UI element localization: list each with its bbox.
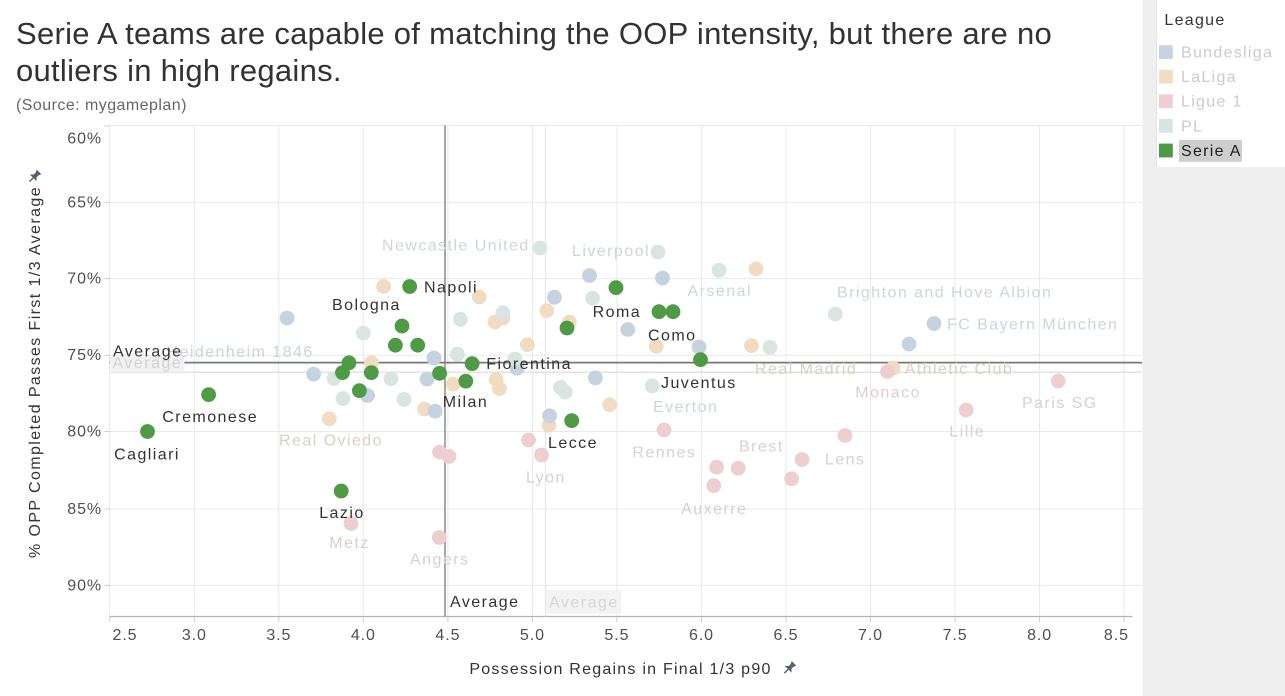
svg-text:Serie A teams are capable of m: Serie A teams are capable of matching th… [16, 16, 1052, 51]
svg-text:(Source: mygameplan): (Source: mygameplan) [16, 97, 187, 114]
svg-text:Napoli: Napoli [424, 280, 478, 297]
svg-text:League: League [1164, 12, 1225, 29]
svg-text:Auxerre: Auxerre [681, 501, 747, 518]
svg-text:75%: 75% [67, 347, 102, 364]
svg-text:Average: Average [113, 355, 183, 372]
svg-text:% OPP Completed Passes First 1: % OPP Completed Passes First 1/3 Average [27, 186, 44, 558]
svg-text:Liverpool: Liverpool [572, 243, 650, 260]
svg-text:5.0: 5.0 [520, 627, 545, 644]
svg-text:FC Bayern München: FC Bayern München [947, 317, 1118, 334]
svg-text:Brest: Brest [739, 439, 784, 456]
svg-text:Rennes: Rennes [632, 445, 696, 462]
svg-text:Lyon: Lyon [526, 470, 566, 487]
svg-text:Real Madrid: Real Madrid [755, 361, 857, 378]
svg-text:85%: 85% [67, 501, 102, 518]
svg-text:60%: 60% [67, 130, 102, 147]
svg-text:Average: Average [549, 595, 619, 612]
svg-text:Milan: Milan [443, 394, 488, 411]
svg-text:Lazio: Lazio [319, 505, 365, 522]
svg-text:outliers in high regains.: outliers in high regains. [16, 53, 342, 88]
svg-text:Brighton and Hove Albion: Brighton and Hove Albion [837, 285, 1052, 302]
svg-text:Serie A: Serie A [1181, 143, 1242, 160]
svg-text:Lille: Lille [949, 424, 985, 441]
svg-text:Lecce: Lecce [548, 435, 598, 452]
svg-text:Paris SG: Paris SG [1022, 395, 1098, 412]
svg-text:3.5: 3.5 [266, 627, 291, 644]
svg-text:PL: PL [1181, 118, 1203, 135]
svg-text:Bundesliga: Bundesliga [1181, 45, 1273, 62]
svg-text:80%: 80% [67, 424, 102, 441]
svg-text:Arsenal: Arsenal [688, 283, 752, 300]
svg-text:7.0: 7.0 [858, 627, 883, 644]
svg-text:LaLiga: LaLiga [1181, 69, 1237, 86]
svg-text:Average: Average [113, 343, 182, 360]
svg-text:6.5: 6.5 [774, 627, 799, 644]
svg-text:Everton: Everton [653, 399, 718, 416]
svg-text:Cremonese: Cremonese [162, 409, 258, 426]
svg-text:90%: 90% [67, 577, 102, 594]
svg-text:Bologna: Bologna [332, 297, 401, 314]
svg-text:5.5: 5.5 [604, 627, 629, 644]
svg-text:Lens: Lens [825, 452, 866, 469]
svg-text:3.0: 3.0 [182, 627, 207, 644]
svg-text:6.0: 6.0 [689, 627, 714, 644]
svg-text:4.0: 4.0 [351, 627, 376, 644]
svg-text:Fiorentina: Fiorentina [486, 356, 572, 373]
svg-text:2.5: 2.5 [113, 627, 138, 644]
svg-text:7.5: 7.5 [943, 627, 968, 644]
svg-text:8.0: 8.0 [1027, 627, 1052, 644]
svg-text:Ligue 1: Ligue 1 [1181, 94, 1243, 111]
svg-text:70%: 70% [67, 270, 102, 287]
svg-text:Possession Regains in Final 1/: Possession Regains in Final 1/3 p90 [469, 661, 771, 678]
svg-text:Juventus: Juventus [661, 375, 737, 392]
svg-text:Average: Average [450, 594, 519, 611]
svg-text:Monaco: Monaco [855, 385, 921, 402]
svg-text:Roma: Roma [593, 304, 641, 321]
svg-text:Heidenheim 1846: Heidenheim 1846 [167, 344, 314, 361]
svg-text:Newcastle United: Newcastle United [382, 238, 530, 255]
svg-text:Angers: Angers [410, 552, 469, 569]
svg-text:8.5: 8.5 [1104, 627, 1129, 644]
svg-text:4.5: 4.5 [435, 627, 460, 644]
svg-text:Metz: Metz [329, 535, 369, 552]
svg-text:Real Oviedo: Real Oviedo [279, 432, 383, 449]
svg-text:Athletic Club: Athletic Club [905, 361, 1014, 378]
svg-text:65%: 65% [67, 194, 102, 211]
svg-text:Cagliari: Cagliari [114, 447, 180, 464]
svg-text:Como: Como [648, 328, 696, 345]
